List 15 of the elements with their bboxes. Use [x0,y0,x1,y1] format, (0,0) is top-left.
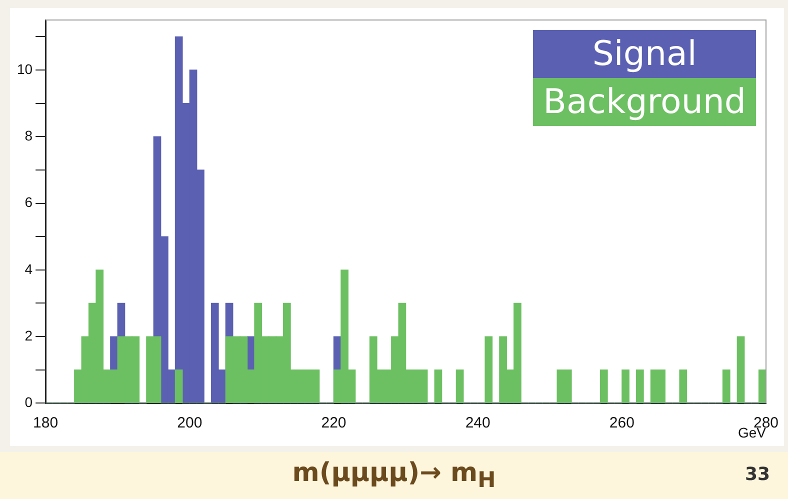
x-tick-label: 200 [177,414,202,432]
y-tick-label: 0 [24,394,33,410]
x-tick-label: 260 [609,414,634,432]
text: 33 [744,464,770,485]
x-tick-label: 220 [321,414,346,432]
y-tick-label: 6 [24,194,33,210]
y-tick-label: 4 [24,260,33,277]
x-tick-label: 240 [465,414,490,432]
text: m(μμμμ)→ m$_{H}$ [292,458,496,494]
y-tick-label: 2 [24,327,33,344]
x-tick-label: 180 [33,414,58,432]
text: Background [533,78,756,126]
y-tick-label: 8 [24,127,33,144]
text: Signal [533,30,756,78]
y-tick-label: 10 [16,60,33,77]
